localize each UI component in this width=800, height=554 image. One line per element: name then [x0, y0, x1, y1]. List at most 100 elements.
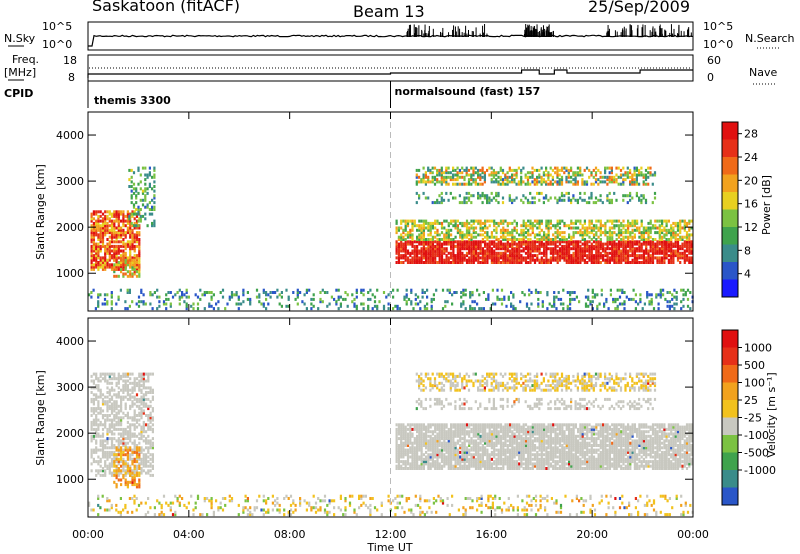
- heatmap-cell: [463, 242, 466, 246]
- heatmap-cell: [115, 464, 118, 468]
- heatmap-cell: [108, 219, 111, 223]
- heatmap-cell: [456, 226, 459, 230]
- heatmap-cell: [613, 180, 616, 184]
- heatmap-cell: [667, 254, 670, 258]
- heatmap-cell: [422, 231, 425, 235]
- heatmap-cell: [110, 423, 114, 427]
- heatmap-cell: [617, 231, 621, 235]
- heatmap-cell: [122, 217, 125, 221]
- heatmap-cell: [526, 171, 530, 175]
- heatmap-cell: [554, 249, 557, 253]
- heatmap-cell: [427, 430, 430, 434]
- heatmap-cell: [395, 427, 398, 431]
- heatmap-cell: [142, 372, 145, 376]
- heatmap-cell: [604, 233, 607, 237]
- heatmap-cell: [144, 182, 147, 186]
- heatmap-cell: [122, 251, 125, 255]
- heatmap-cell: [623, 291, 626, 294]
- heatmap-cell: [593, 293, 597, 297]
- heatmap-cell: [133, 483, 136, 487]
- heatmap-cell: [622, 180, 625, 184]
- date-title: 25/Sep/2009: [588, 0, 690, 16]
- heatmap-cell: [447, 175, 450, 179]
- heatmap-cell: [420, 256, 423, 260]
- heatmap-cell: [611, 219, 614, 223]
- heatmap-cell: [429, 434, 432, 438]
- heatmap-cell: [474, 166, 477, 170]
- heatmap-cell: [108, 256, 111, 260]
- heatmap-cell: [456, 171, 459, 175]
- heatmap-cell: [95, 231, 98, 235]
- heatmap-cell: [425, 455, 428, 459]
- heatmap-cell: [499, 254, 503, 258]
- heatmap-cell: [553, 297, 556, 301]
- heatmap-cell: [140, 460, 143, 464]
- heatmap-cell: [597, 198, 600, 202]
- heatmap-cell: [647, 251, 650, 255]
- heatmap-cell: [138, 374, 141, 378]
- heatmap-cell: [463, 178, 466, 182]
- heatmap-cell: [92, 423, 95, 427]
- heatmap-cell: [133, 441, 136, 445]
- heatmap-cell: [470, 224, 473, 228]
- heatmap-cell: [135, 469, 139, 473]
- heatmap-cell: [440, 175, 443, 179]
- heatmap-cell: [627, 258, 630, 262]
- heatmap-cell: [255, 295, 259, 299]
- heatmap-cell: [452, 175, 455, 179]
- heatmap-cell: [472, 226, 475, 230]
- heatmap-cell: [438, 432, 441, 436]
- heatmap-cell: [481, 175, 484, 179]
- heatmap-cell: [524, 235, 528, 239]
- heatmap-cell: [97, 265, 100, 269]
- heatmap-cell: [604, 251, 607, 255]
- heatmap-cell: [97, 460, 100, 464]
- heatmap-cell: [124, 427, 127, 431]
- heatmap-cell: [115, 473, 118, 477]
- heatmap-cell: [137, 166, 140, 170]
- heatmap-cell: [543, 231, 546, 235]
- heatmap-cell: [104, 372, 107, 376]
- heatmap-cell: [549, 261, 552, 264]
- heatmap-cell: [149, 453, 152, 457]
- heatmap-cell: [588, 175, 591, 179]
- heatmap-cell: [140, 291, 143, 294]
- heatmap-cell: [151, 441, 154, 445]
- heatmap-cell: [537, 291, 540, 294]
- heatmap-cell: [640, 173, 643, 177]
- heatmap-cell: [511, 261, 514, 264]
- heatmap-cell: [536, 256, 539, 260]
- heatmap-cell: [138, 483, 141, 487]
- heatmap-cell: [445, 258, 448, 262]
- heatmap-cell: [511, 256, 514, 260]
- heatmap-cell: [296, 302, 299, 306]
- heatmap-cell: [576, 180, 579, 184]
- heatmap-cell: [402, 446, 405, 450]
- heatmap-cell: [651, 182, 654, 186]
- heatmap-cell: [185, 307, 188, 311]
- heatmap-cell: [142, 455, 145, 459]
- heatmap-cell: [595, 242, 598, 246]
- heatmap-cell: [131, 450, 134, 454]
- heatmap-cell: [95, 432, 98, 436]
- heatmap-cell: [615, 178, 618, 182]
- heatmap-cell: [497, 240, 500, 244]
- heatmap-cell: [571, 291, 574, 294]
- heatmap-cell: [445, 228, 448, 232]
- heatmap-cell: [104, 423, 107, 427]
- heatmap-cell: [436, 460, 439, 464]
- heatmap-cell: [568, 261, 571, 264]
- heatmap-cell: [429, 247, 432, 251]
- heatmap-cell: [594, 178, 598, 182]
- heatmap-cell: [622, 258, 625, 262]
- heatmap-cell: [280, 304, 283, 308]
- heatmap-cell: [95, 377, 98, 381]
- heatmap-cell: [95, 258, 98, 262]
- heatmap-cell: [367, 307, 370, 311]
- heatmap-cell: [426, 295, 429, 299]
- heatmap-cell: [122, 427, 125, 431]
- heatmap-cell: [568, 240, 571, 244]
- heatmap-cell: [409, 450, 412, 454]
- heatmap-cell: [536, 175, 539, 179]
- heatmap-cell: [106, 441, 109, 445]
